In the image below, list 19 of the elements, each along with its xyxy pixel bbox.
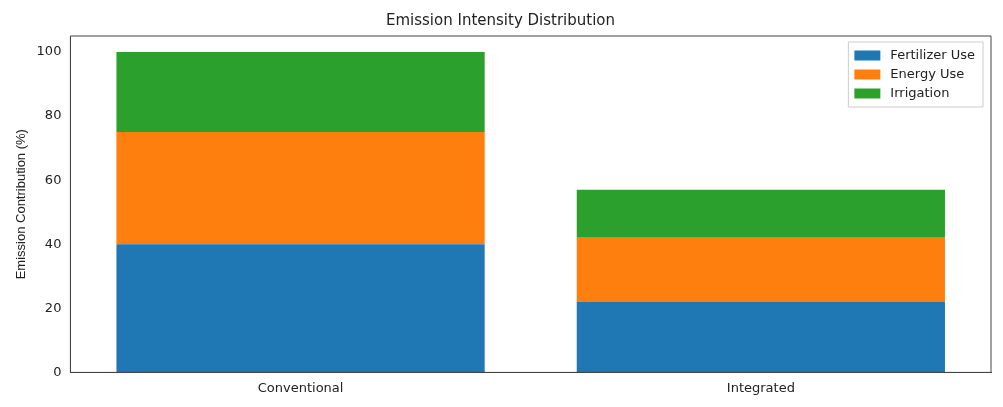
bar: [576, 301, 945, 373]
bar: [576, 189, 945, 238]
y-tick-label: 60: [44, 171, 62, 187]
x-tick-label: Integrated: [726, 379, 795, 395]
chart-title: Emission Intensity Distribution: [385, 10, 616, 29]
y-tick-label: 100: [36, 43, 62, 59]
x-tick-label: Conventional: [257, 379, 344, 395]
legend-label: Energy Use: [890, 65, 965, 81]
legend-label: Fertilizer Use: [890, 46, 976, 62]
y-tick-label: 80: [44, 107, 62, 123]
y-tick-label: 20: [44, 299, 62, 315]
bar: [116, 132, 485, 245]
y-axis-title: Emission Contribution (%): [13, 129, 29, 280]
legend-label: Irrigation: [890, 84, 950, 100]
bar: [576, 237, 945, 302]
y-tick-label: 40: [44, 235, 62, 251]
bar: [116, 244, 485, 373]
y-tick-label: 0: [53, 363, 62, 379]
bar: [116, 52, 485, 133]
